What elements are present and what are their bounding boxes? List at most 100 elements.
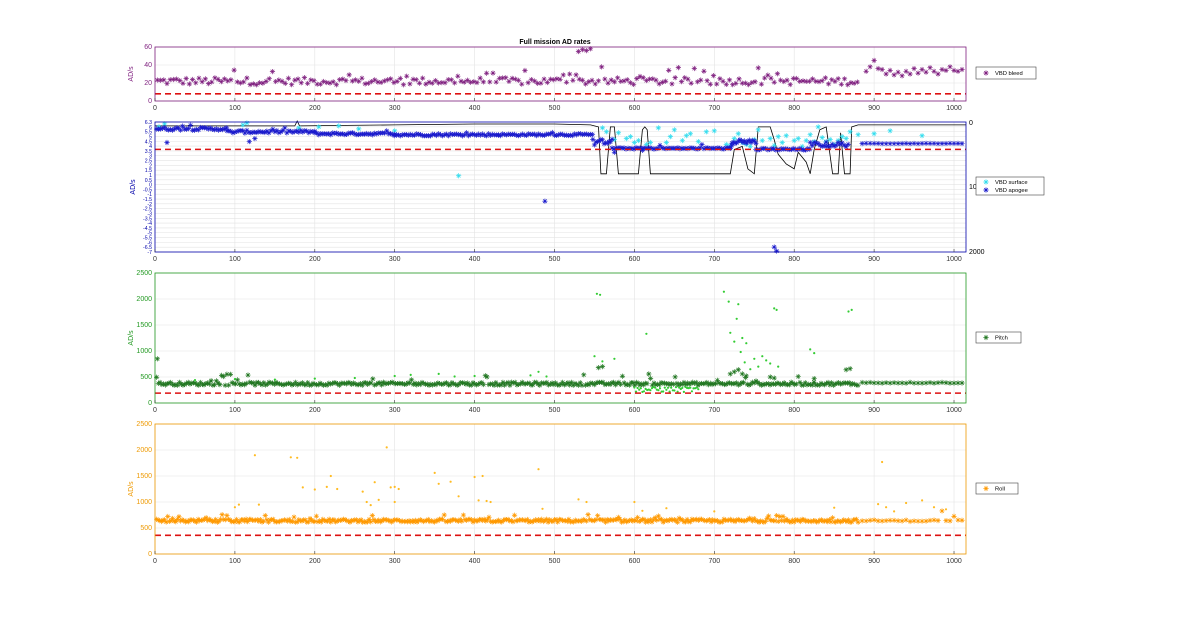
data-point [388, 76, 394, 82]
data-point [168, 518, 174, 524]
data-point [518, 517, 524, 523]
data-point [853, 382, 859, 388]
data-point [654, 381, 661, 387]
data-point [237, 80, 244, 86]
data-point [736, 76, 742, 82]
data-point [428, 381, 434, 387]
x-tick-label: 500 [549, 105, 561, 112]
data-point [187, 122, 194, 128]
data-point [932, 506, 936, 509]
data-point [931, 140, 937, 147]
data-point [563, 132, 570, 138]
data-point [398, 133, 404, 139]
data-point [742, 518, 748, 524]
data-point [887, 380, 893, 386]
data-point [671, 516, 677, 523]
data-point [915, 70, 921, 76]
data-point [842, 518, 848, 524]
data-point [267, 517, 273, 523]
data-point [811, 139, 817, 146]
data-point [790, 380, 796, 386]
data-point [439, 80, 445, 86]
data-point [384, 77, 391, 83]
y-tick-label: 0 [148, 98, 152, 105]
data-point [269, 69, 276, 75]
data-point [743, 373, 749, 379]
data-point [577, 498, 580, 501]
data-point [250, 81, 256, 87]
data-point [506, 78, 512, 85]
data-point [819, 143, 825, 150]
data-point [883, 141, 889, 147]
data-point [521, 517, 527, 523]
data-point [645, 145, 651, 152]
data-point [807, 139, 813, 146]
data-point [809, 76, 816, 82]
data-point [663, 386, 666, 389]
data-point [742, 80, 749, 86]
data-point [320, 382, 327, 388]
legend-entry: VBD bleed [995, 71, 1023, 77]
y-tick-label: 2 [149, 163, 152, 169]
x-tick-label: 200 [309, 256, 321, 263]
data-point [507, 518, 513, 524]
data-point [525, 131, 532, 137]
data-point [678, 79, 685, 85]
data-point [631, 81, 637, 88]
data-point [277, 381, 283, 387]
data-point [748, 381, 754, 387]
y-tick-label: 2500 [136, 421, 152, 428]
data-point [211, 127, 218, 133]
data-point [743, 517, 749, 524]
data-point [282, 80, 288, 86]
data-point [254, 129, 260, 136]
data-point [400, 82, 407, 88]
x-tick-label: 100 [229, 105, 241, 112]
data-point [781, 78, 787, 85]
data-point [567, 132, 574, 138]
data-point [921, 499, 924, 502]
data-point [310, 380, 316, 387]
data-point [585, 500, 588, 504]
data-point [180, 382, 186, 388]
data-point [233, 506, 236, 509]
y-tick-label: 0.5 [145, 178, 152, 184]
data-point [253, 517, 259, 523]
data-point [627, 80, 634, 86]
y-axis-label: AD/s [128, 481, 135, 497]
data-point [413, 77, 419, 83]
data-point [667, 134, 673, 140]
legend-entry: Pitch [995, 336, 1008, 342]
data-point [634, 76, 640, 82]
data-point [537, 468, 540, 471]
data-point [723, 381, 729, 387]
axes-pitch: 0 100 200 300 400 500 600 700 800 900 1000 0 500 1000… [128, 270, 1022, 414]
data-point [381, 78, 387, 84]
data-point [595, 78, 602, 84]
data-point [221, 126, 228, 132]
data-point [710, 73, 717, 79]
data-point [358, 517, 364, 523]
legend-marker [983, 70, 989, 76]
figure-title: Full mission AD rates [519, 39, 590, 46]
data-point [843, 367, 849, 373]
data-point [765, 72, 771, 78]
data-point [153, 516, 160, 522]
y-tick-label: 2500 [136, 270, 152, 277]
data-point [250, 380, 256, 386]
data-point [821, 518, 828, 524]
y-tick-label: 2000 [136, 296, 152, 303]
data-point [845, 517, 852, 523]
data-point [593, 380, 599, 386]
data-point [322, 131, 328, 137]
data-point [746, 82, 752, 88]
legend-marker [983, 179, 989, 185]
data-point [772, 381, 778, 387]
data-point [601, 141, 607, 147]
data-point [186, 81, 192, 87]
data-point [778, 518, 785, 524]
data-point [642, 390, 646, 393]
series-pitch-light [193, 290, 853, 393]
data-point [257, 381, 263, 387]
data-point [392, 133, 398, 139]
